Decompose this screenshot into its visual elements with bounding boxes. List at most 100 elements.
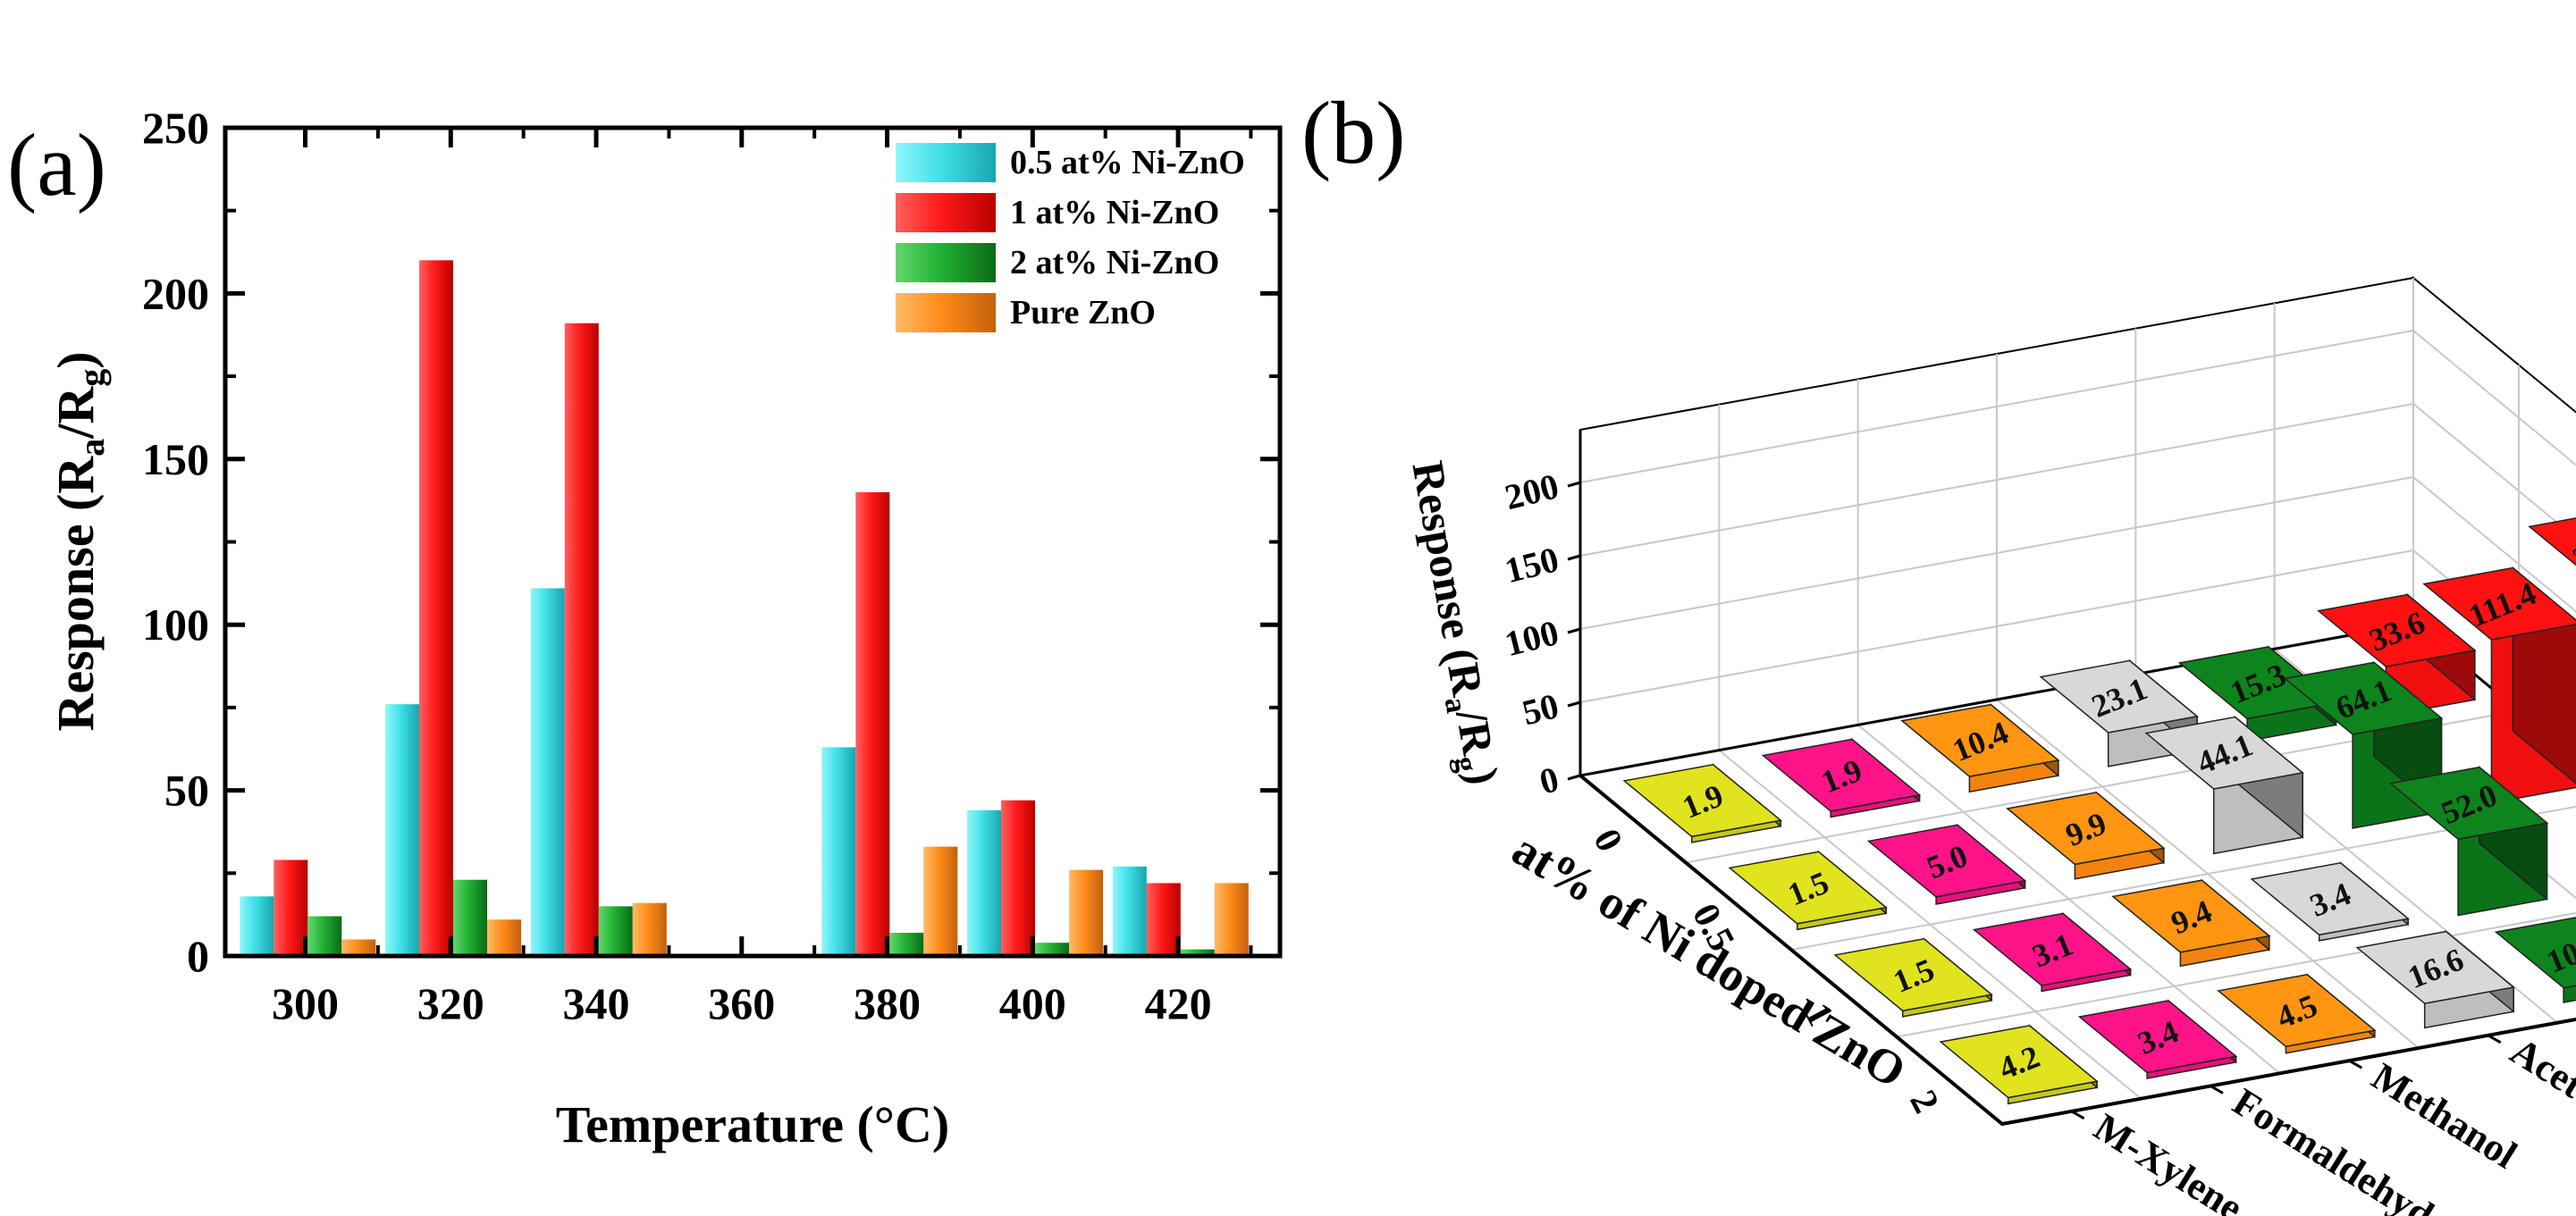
bar3d-top <box>2217 973 2377 1048</box>
bar3d-2-methanol: 4.5 <box>2217 973 2377 1054</box>
bar3d-2-acetone: 16.6 <box>2355 930 2515 1029</box>
bar3d-top <box>2039 659 2199 734</box>
panel-b-label: (b) <box>1301 83 1406 182</box>
bar3d-top <box>2283 661 2444 735</box>
bar3d-top <box>1972 912 2133 986</box>
x-tick-label: 300 <box>272 978 339 1028</box>
bar3d-2-m-xylene: 4.2 <box>1939 1024 2099 1105</box>
bar-pure-zno-340 <box>632 902 667 956</box>
z-tick <box>1567 481 1581 488</box>
bar3d-top <box>1622 763 1782 838</box>
x-tick-label: 340 <box>563 978 630 1028</box>
bar3d-top <box>1728 851 1888 925</box>
y-category-label: Methanol <box>2364 1054 2524 1177</box>
bar3d-top <box>2355 930 2515 1004</box>
bar-pure-zno-320 <box>487 919 522 956</box>
bar-pure-zno-400 <box>1069 869 1104 956</box>
bar3d-0.5-m-xylene: 1.5 <box>1728 850 1888 931</box>
bar3d-0.5-toluene: 111.4 <box>2422 566 2576 804</box>
z-tick-label: 150 <box>1501 539 1562 591</box>
wall-grid-line <box>1579 475 2576 630</box>
bar3d-face <box>2563 985 2576 1003</box>
x-category-label: 0 <box>1585 823 1629 859</box>
bar3d-1-toluene: 210.0 <box>2528 517 2576 577</box>
legend-label: Pure ZnO <box>1010 294 1156 331</box>
bar3d-top <box>2077 1000 2238 1074</box>
bar3d-0.5-formaldehyde: 5.0 <box>1866 823 2027 905</box>
bar3d-2-ethanol: 10.0 <box>2494 917 2576 1003</box>
z-tick <box>1567 554 1581 561</box>
z-tick-label: 100 <box>1501 612 1562 664</box>
bar-1-at-ni-zno-420 <box>1146 883 1181 956</box>
z-tick-label: 200 <box>1501 465 1562 517</box>
panel-a-y-axis-label: Response (Ra/Rg) <box>46 351 112 731</box>
x-category-label: 2 <box>1901 1084 1946 1120</box>
z-tick <box>1567 627 1581 634</box>
floor-front-axes <box>1578 774 2576 1127</box>
bar3d-value-label: 210.0 <box>2568 517 2576 577</box>
panel-a-axes: 0 50 100 150 200 250 300 320 340 360 380 400 420 <box>142 103 1280 1028</box>
bar-1-at-ni-zno-340 <box>564 323 599 957</box>
bar-2-at-ni-zno-380 <box>889 933 924 956</box>
bar-2-at-ni-zno-300 <box>307 916 342 956</box>
panel-a-bars <box>240 260 1249 957</box>
bar-pure-zno-300 <box>341 939 376 956</box>
bar3d-top <box>2388 766 2549 841</box>
z-tick <box>1567 774 1581 781</box>
bar3d-top <box>2144 716 2304 790</box>
bar3d-0-formaldehyde: 1.9 <box>1761 737 1922 818</box>
bar3d-top <box>1833 937 1993 1012</box>
wall-grid-line <box>1579 549 2576 703</box>
bar3d-top <box>2111 879 2271 953</box>
bar-0-5-at-ni-zno-400 <box>967 809 1002 956</box>
panel-a-legend: 0.5 at% Ni-ZnO 1 at% Ni-ZnO 2 at% Ni-ZnO Pu… <box>896 143 1245 332</box>
bar3d-top <box>2528 517 2576 566</box>
bar3d-2-formaldehyde: 3.4 <box>2077 999 2238 1079</box>
x-tick-label: 420 <box>1145 978 1212 1028</box>
bar3d-top <box>2494 917 2576 989</box>
bar-1-at-ni-zno-300 <box>274 860 308 956</box>
z-tick-label: 50 <box>1518 685 1562 733</box>
bar3d-top <box>1939 1025 2099 1099</box>
bar3d-1-ethanol: 52.0 <box>2388 766 2549 917</box>
z-tick <box>1567 700 1581 708</box>
bar3d-0-ethanol: 15.3 <box>2177 645 2338 742</box>
bar-1-at-ni-zno-380 <box>855 491 890 956</box>
bar3d-top <box>1761 738 1922 812</box>
y-tick-label: 50 <box>164 766 209 816</box>
bar-2-at-ni-zno-400 <box>1035 943 1070 956</box>
x-tick-label: 380 <box>854 978 921 1028</box>
bar-2-at-ni-zno-420 <box>1180 949 1215 956</box>
bar3d-top <box>1900 703 2060 777</box>
x-tick-label: 320 <box>417 978 484 1028</box>
bar-0-5-at-ni-zno-340 <box>530 588 565 956</box>
panel-b-z-axis-label: Response (Ra/Rg) <box>1396 457 1509 789</box>
y-tick-label: 100 <box>142 600 209 650</box>
bar3d-0.5-acetone: 44.1 <box>2144 715 2304 855</box>
legend-swatch <box>896 243 996 282</box>
legend-label: 1 at% Ni-ZnO <box>1010 194 1219 231</box>
y-tick-label: 250 <box>142 103 209 153</box>
bar-1-at-ni-zno-400 <box>1001 800 1036 956</box>
y-tick-label: 200 <box>142 268 209 318</box>
bar3d-top <box>2006 792 2166 866</box>
bar3d-1-m-xylene: 1.5 <box>1833 937 1993 1018</box>
bar3d-top <box>2250 861 2410 936</box>
y-tick-label: 0 <box>187 931 209 981</box>
panel-b-bars: 33.615.3111.423.164.1210.010.444.152.023… <box>1622 517 2576 1105</box>
bar3d-top <box>2317 593 2477 667</box>
bar-pure-zno-420 <box>1214 883 1249 956</box>
bar-0-5-at-ni-zno-420 <box>1112 866 1147 956</box>
bar3d-1-acetone: 3.4 <box>2250 861 2410 942</box>
wall-grid-line <box>1579 402 2576 557</box>
panel-a: (a) 0 50 100 150 200 250 300 320 340 360 380 400 420… <box>7 103 1283 1153</box>
bar-0-5-at-ni-zno-300 <box>240 896 274 956</box>
bar3d-top <box>2422 566 2576 641</box>
bar3d-0.5-ethanol: 64.1 <box>2283 660 2444 829</box>
legend-swatch <box>896 193 996 232</box>
bar-0-5-at-ni-zno-380 <box>821 747 856 956</box>
panel-a-x-axis-label: Temperature (°C) <box>556 1095 949 1153</box>
legend-swatch <box>896 293 996 332</box>
panel-a-label: (a) <box>7 115 106 214</box>
